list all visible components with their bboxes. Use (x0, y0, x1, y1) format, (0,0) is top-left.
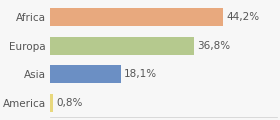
Text: 18,1%: 18,1% (124, 69, 157, 79)
Bar (50, 65, 121, 83)
Text: 36,8%: 36,8% (197, 41, 230, 51)
Bar (50, 94, 53, 112)
Text: 44,2%: 44,2% (226, 12, 260, 22)
Bar (50, 37, 194, 55)
Bar (50, 8, 223, 26)
Text: 0,8%: 0,8% (56, 98, 83, 108)
